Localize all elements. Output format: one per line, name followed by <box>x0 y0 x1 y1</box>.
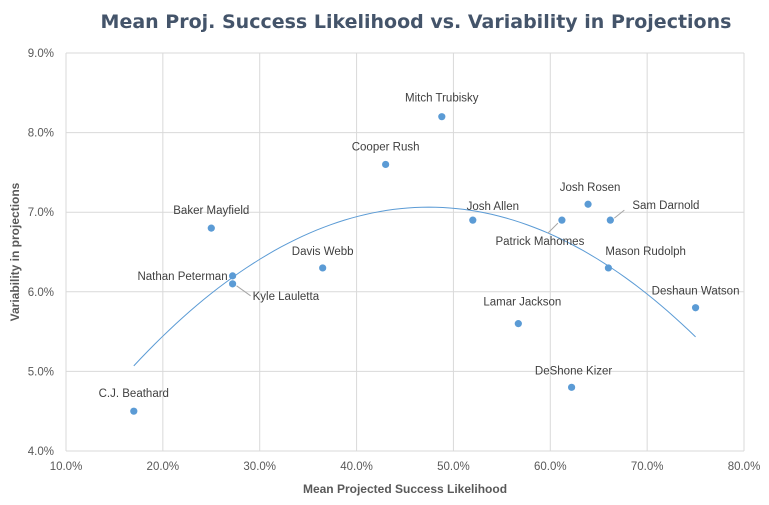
data-points <box>130 113 700 415</box>
data-label: Mitch Trubisky <box>405 93 479 105</box>
y-tick-label: 9.0% <box>28 48 54 60</box>
data-point <box>558 216 566 224</box>
y-axis-title: Variability in projections <box>8 182 22 321</box>
data-label: Baker Mayfield <box>173 205 249 217</box>
y-tick-label: 6.0% <box>28 287 54 299</box>
data-label: Kyle Lauletta <box>253 291 320 303</box>
data-label: Patrick Mahomes <box>495 236 584 248</box>
y-tick-label: 7.0% <box>28 207 54 219</box>
x-tick-label: 40.0% <box>340 461 373 473</box>
data-point <box>567 383 576 391</box>
point-labels: C.J. Beathard Baker Mayfield Nathan Peterm… <box>99 93 740 401</box>
label-leader-line <box>614 209 625 219</box>
data-label: DeShone Kizer <box>535 365 613 377</box>
data-label: Sam Darnold <box>632 200 699 212</box>
data-label: Mason Rudolph <box>605 246 686 258</box>
data-point <box>228 272 237 280</box>
x-tick-label: 30.0% <box>243 461 276 473</box>
x-tick-label: 80.0% <box>728 461 761 473</box>
data-label: Cooper Rush <box>352 141 420 153</box>
y-tick-label: 8.0% <box>28 128 54 140</box>
chart-title: Mean Proj. Success Likelihood vs. Variab… <box>101 11 732 33</box>
data-label: Nathan Peterman <box>137 271 227 283</box>
data-label: Josh Rosen <box>560 182 621 194</box>
data-point <box>382 160 390 169</box>
y-tick-label: 4.0% <box>28 446 54 458</box>
data-point <box>130 407 138 415</box>
trendline-group <box>133 206 696 367</box>
data-point <box>228 280 237 288</box>
data-point <box>438 113 446 121</box>
x-axis-title: Mean Projected Success Likelihood <box>303 482 507 496</box>
data-label: Lamar Jackson <box>483 297 561 309</box>
gridlines <box>65 52 745 452</box>
label-leader-line <box>547 222 559 234</box>
x-tick-label: 20.0% <box>147 461 180 473</box>
data-point <box>319 264 327 272</box>
data-point <box>469 216 477 224</box>
data-point <box>584 200 592 208</box>
label-leader-line <box>236 285 251 297</box>
y-tick-label: 5.0% <box>28 366 54 378</box>
data-point <box>606 216 614 224</box>
x-tick-label: 10.0% <box>50 461 83 473</box>
trendline <box>133 206 696 367</box>
data-point <box>604 264 613 272</box>
data-point <box>514 320 522 328</box>
data-label: Deshaun Watson <box>652 286 740 298</box>
x-tick-label: 60.0% <box>534 461 567 473</box>
data-label: Josh Allen <box>467 201 519 213</box>
tick-labels: 10.0% 20.0% 30.0% 40.0% 50.0% 60.0% 70.0% 80.0%… <box>28 48 761 473</box>
data-label: C.J. Beathard <box>99 388 169 400</box>
data-point <box>691 304 700 312</box>
x-tick-label: 50.0% <box>437 461 470 473</box>
data-point <box>207 224 215 232</box>
data-label: Davis Webb <box>292 246 354 258</box>
x-tick-label: 70.0% <box>631 461 664 473</box>
